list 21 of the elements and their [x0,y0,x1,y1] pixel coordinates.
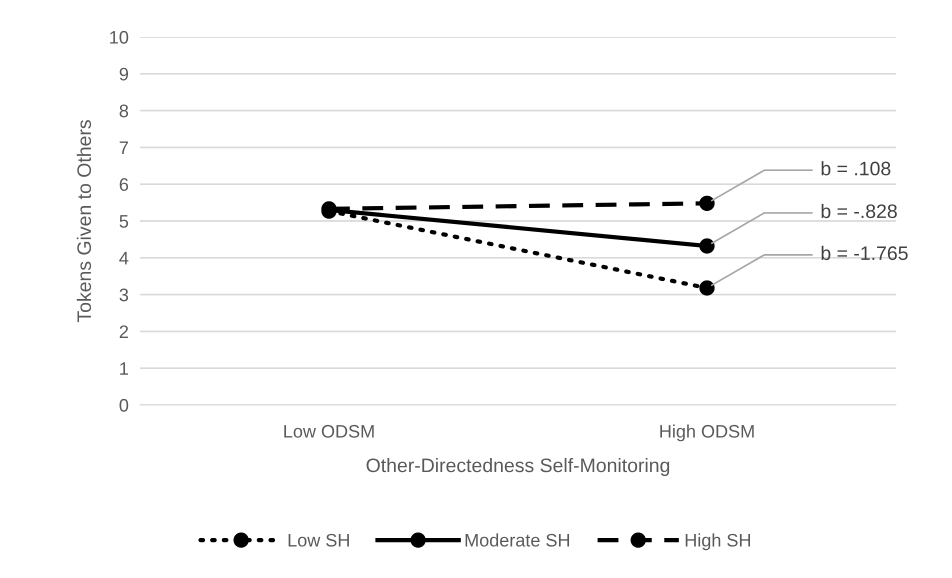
y-tick-label: 4 [119,252,128,264]
x-tick-label: High ODSM [660,424,754,442]
y-tick-label: 0 [120,398,128,412]
y-tick-label: 1 [120,362,128,375]
legend-label: Low SH [288,534,349,547]
y-tick-label: 6 [120,178,128,191]
y-tick-label: 8 [120,104,128,118]
legend-label: High SH [686,533,750,550]
legend-label: Moderate SH [466,533,570,547]
annotation: b = -1.765 [822,246,908,260]
y-tick-label: 10 [110,30,128,44]
x-tick-label: Low ODSM [284,424,374,438]
y-tick-label: 3 [120,288,128,302]
y-tick-label: 9 [120,68,128,81]
y-tick-label: 7 [120,142,128,154]
y-tick-label: 5 [120,215,128,228]
annotation: b = -.828 [822,204,897,218]
x-axis-title: Other-Directedness Self-Monitoring [366,458,670,476]
y-tick-label: 2 [120,325,128,338]
y-axis-title: Tokens Given to Others [76,120,92,322]
annotation: b = .108 [822,161,890,176]
